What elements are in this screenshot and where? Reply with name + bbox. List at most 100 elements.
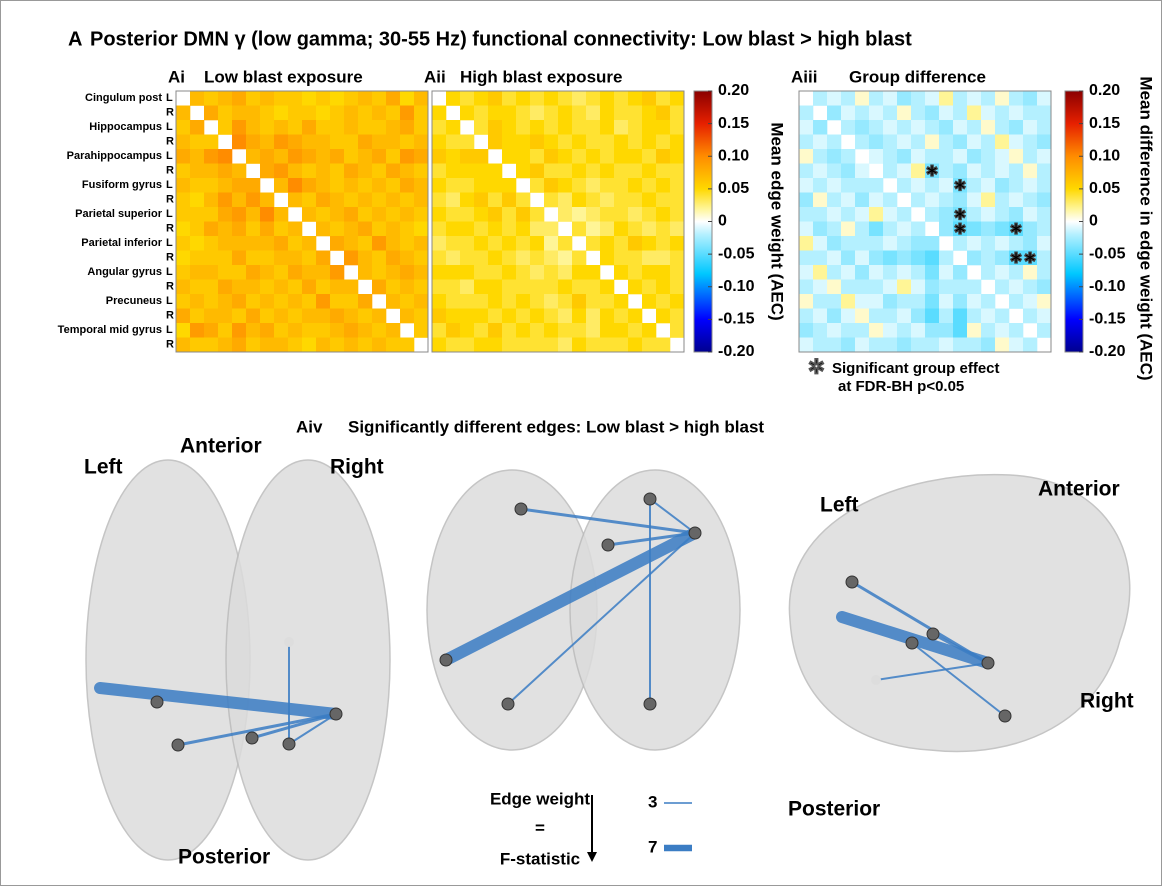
heatmap-cell — [414, 192, 429, 208]
heatmap-cell — [516, 91, 531, 106]
heatmap-cell — [260, 236, 275, 251]
heatmap-cell — [995, 250, 1010, 266]
heatmap-cell — [897, 294, 912, 309]
heatmap-cell — [446, 279, 461, 295]
heatmap-cell — [446, 236, 461, 251]
heatmap-cell — [372, 265, 387, 280]
heatmap-cell — [204, 163, 219, 179]
heatmap-cell — [446, 120, 461, 135]
colorbar-tick-label: -0.05 — [1089, 245, 1126, 262]
heatmap-cell — [600, 163, 615, 179]
heatmap-cell — [642, 337, 657, 353]
heatmap-cell — [176, 120, 191, 135]
heatmap-cell — [386, 279, 401, 295]
row-side-label: L — [166, 179, 173, 191]
heatmap-cell — [869, 221, 884, 237]
heatmap-cell — [628, 337, 643, 353]
significance-star: ✱ — [954, 178, 967, 195]
heatmap-cell — [516, 323, 531, 338]
heatmap-cell — [246, 323, 261, 338]
panel-title: Low blast exposure — [204, 67, 363, 86]
colorbar-tick-label: 0.20 — [718, 82, 749, 99]
heatmap-cell — [869, 323, 884, 338]
heatmap-cell — [586, 308, 601, 324]
heatmap-cell — [813, 163, 828, 179]
heatmap-cell — [628, 192, 643, 208]
heatmap-cell — [386, 192, 401, 208]
heatmap-cell — [330, 192, 345, 208]
heatmap-cell — [474, 91, 489, 106]
heatmap-cell — [827, 105, 842, 121]
heatmap-cell — [939, 265, 954, 280]
row-side-label: R — [166, 252, 174, 264]
heatmap-cell — [1023, 192, 1038, 208]
heatmap-cell — [190, 207, 205, 222]
heatmap-cell — [488, 105, 503, 121]
heatmap-cell — [232, 134, 247, 150]
heatmap-cell — [981, 265, 996, 280]
heatmap-cell — [330, 178, 345, 193]
heatmap-cell — [799, 149, 814, 164]
heatmap-cell — [358, 323, 373, 338]
orientation-label: Right — [1080, 690, 1134, 713]
heatmap-cell — [572, 250, 587, 266]
heatmap-cell — [1009, 134, 1024, 150]
heatmap-cell — [232, 207, 247, 222]
heatmap-cell — [586, 91, 601, 106]
heatmap-cell — [614, 250, 629, 266]
colorbar-tick-label: 0.10 — [718, 147, 749, 164]
heatmap-cell — [190, 265, 205, 280]
heatmap-cell — [827, 192, 842, 208]
panel-title: High blast exposure — [460, 67, 622, 86]
heatmap-cell — [446, 192, 461, 208]
heatmap-cell — [446, 250, 461, 266]
heatmap-frame — [431, 90, 685, 353]
row-region-label: Cingulum post — [85, 92, 162, 104]
heatmap-cell — [316, 279, 331, 295]
heatmap-cell — [670, 250, 685, 266]
heatmap-cell — [869, 279, 884, 295]
heatmap-cell — [995, 337, 1010, 353]
heatmap-cell — [939, 221, 954, 237]
heatmap-cell — [204, 207, 219, 222]
heatmap-cell — [614, 308, 629, 324]
heatmap-cell — [204, 265, 219, 280]
heatmap-cell — [841, 163, 856, 179]
heatmap-cell — [446, 294, 461, 309]
heatmap-cell — [911, 149, 926, 164]
heatmap-cell — [344, 337, 359, 353]
heatmap-cell — [502, 91, 517, 106]
heatmap-cell — [586, 294, 601, 309]
heatmap-cell — [218, 294, 233, 309]
heatmap-cell — [204, 323, 219, 338]
heatmap-cell — [502, 308, 517, 324]
heatmap-cell — [218, 279, 233, 295]
heatmap-cell — [586, 120, 601, 135]
heatmap-cell — [995, 178, 1010, 193]
heatmap-cell — [813, 192, 828, 208]
heatmap-cell — [911, 294, 926, 309]
heatmap-cell — [232, 120, 247, 135]
heatmap-cell — [799, 294, 814, 309]
colorbar-tick-label: 0.15 — [718, 115, 749, 132]
heatmap-cell — [176, 178, 191, 193]
heatmap-cell — [432, 134, 447, 150]
heatmap-cell — [813, 308, 828, 324]
heatmap-cell — [260, 91, 275, 106]
significance-star: ✱ — [926, 163, 939, 180]
panel-title: Group difference — [849, 67, 986, 86]
heatmap-cell — [1037, 105, 1052, 121]
heatmap-cell — [827, 163, 842, 179]
row-side-label: L — [166, 237, 173, 249]
heatmap-cell — [288, 221, 303, 237]
heatmap-cell — [911, 323, 926, 338]
colorbar-tick-label: 0.20 — [1089, 82, 1120, 99]
heatmap-cell — [288, 236, 303, 251]
heatmap-cell — [841, 192, 856, 208]
row-side-label: R — [166, 165, 174, 177]
heatmap-cell — [995, 192, 1010, 208]
heatmap-cell — [204, 105, 219, 121]
heatmap-cell — [274, 250, 289, 266]
heatmap-cell — [474, 221, 489, 237]
heatmap-cell — [288, 265, 303, 280]
